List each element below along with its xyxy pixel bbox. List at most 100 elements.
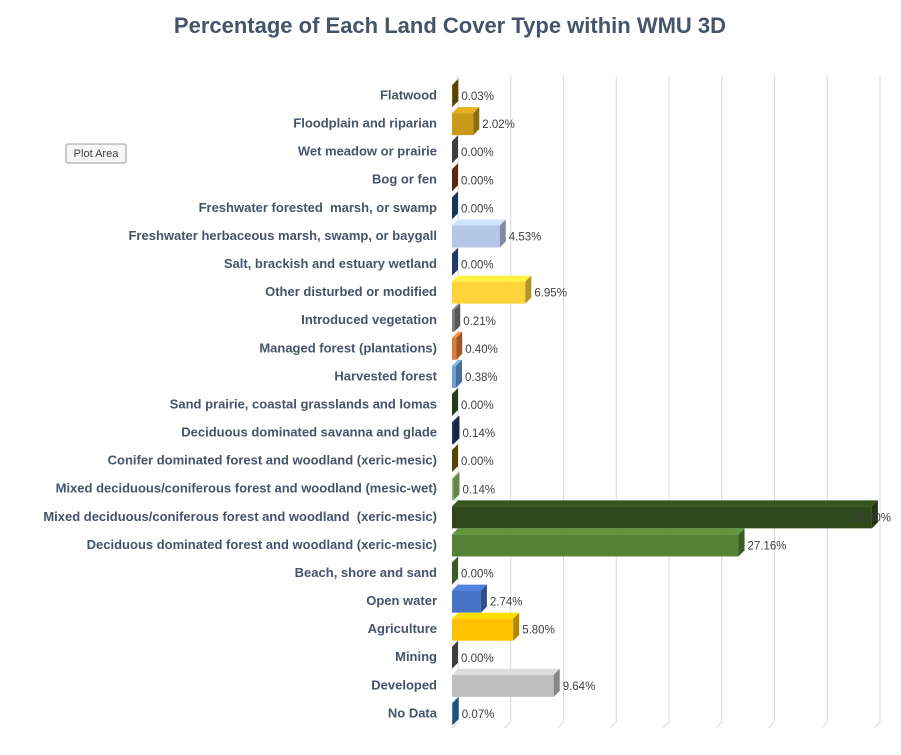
category-label: Salt, brackish and estuary wetland [224, 256, 437, 271]
bar-face [452, 275, 532, 282]
bar-face [452, 388, 458, 416]
bar [452, 79, 459, 108]
category-label: Freshwater herbaceous marsh, swamp, or b… [128, 228, 437, 243]
value-label: 0.21% [463, 316, 496, 328]
bar-face [473, 107, 480, 136]
bar-face [738, 528, 745, 557]
category-label: Mixed deciduous/coniferous forest and wo… [56, 481, 437, 496]
grid-line [557, 721, 564, 729]
bar [452, 135, 458, 164]
bar [452, 331, 463, 360]
value-label: 4.53% [509, 232, 542, 244]
bar-face [452, 225, 500, 248]
bar [452, 191, 458, 220]
bar [452, 696, 459, 725]
bar [452, 612, 520, 641]
value-label: 0.00% [461, 175, 494, 187]
value-label: 0.00% [461, 147, 494, 159]
bar-face [553, 668, 560, 697]
value-label: 9.64% [563, 681, 596, 693]
grid-line [451, 721, 459, 729]
value-label: 0.00% [461, 456, 494, 468]
grid-line [873, 721, 881, 729]
bar-face [452, 478, 454, 501]
bar-face [452, 702, 453, 725]
category-label: Open water [366, 593, 437, 608]
bar-face [452, 674, 554, 697]
tooltip-box [65, 143, 127, 164]
bar [452, 556, 458, 585]
bar-face [452, 337, 457, 360]
bar-face [452, 416, 460, 423]
value-label: 0.38% [465, 372, 498, 384]
bar-face [456, 359, 463, 388]
bar-face [513, 612, 520, 641]
grid-line [820, 721, 828, 729]
grid-line [609, 721, 617, 729]
value-label: 0.00% [461, 260, 494, 272]
category-label: Sand prairie, coastal grasslands and lom… [170, 396, 437, 411]
chart-title: Percentage of Each Land Cover Type withi… [174, 13, 726, 38]
bar [452, 500, 878, 529]
value-label: 0.40% [465, 344, 498, 356]
bar [452, 584, 487, 613]
value-label: 0.14% [462, 428, 495, 440]
bar-face [452, 191, 458, 220]
bar-face [452, 113, 474, 136]
value-label: 27.16% [748, 540, 787, 552]
bar-face [452, 365, 457, 388]
bar-face [499, 219, 506, 248]
bar-face [452, 640, 458, 669]
bar [452, 163, 458, 192]
value-label: 39.80% [852, 512, 891, 524]
bar-face [452, 163, 458, 192]
bar [452, 303, 461, 332]
bar-face [452, 696, 459, 703]
bar-face [452, 472, 460, 479]
bar [452, 359, 463, 388]
value-label: 0.00% [461, 569, 494, 581]
bar-face [452, 107, 480, 114]
value-label: 6.95% [534, 288, 567, 300]
category-label: Mixed deciduous/coniferous forest and wo… [43, 509, 437, 524]
category-label: Introduced vegetation [301, 312, 437, 327]
bar-face [452, 331, 463, 338]
bar-face [452, 534, 739, 557]
bar [452, 528, 745, 557]
bar-face [452, 219, 506, 226]
category-label: Bog or fen [372, 172, 437, 187]
category-label: Deciduous dominated forest and woodland … [87, 537, 437, 552]
bar-face [452, 79, 459, 86]
bar-face [452, 444, 458, 473]
value-label: 0.14% [462, 484, 495, 496]
bar-face [452, 359, 463, 366]
value-label: 0.00% [461, 400, 494, 412]
bar-face [452, 696, 459, 725]
bar-face [452, 281, 526, 304]
bar-face [452, 309, 455, 332]
bar-face [452, 303, 461, 310]
bar-face [453, 472, 460, 501]
value-label: 2.02% [482, 119, 515, 131]
grid-line [662, 721, 670, 729]
bar-face [452, 422, 454, 445]
category-label: Agriculture [368, 621, 437, 636]
bar-face [480, 584, 487, 613]
bar-face [452, 79, 459, 108]
value-label: 0.00% [461, 653, 494, 665]
bar-face [452, 590, 481, 613]
bar-face [452, 556, 458, 585]
bar-face [452, 247, 458, 276]
bar-face [452, 618, 514, 641]
value-label: 0.00% [461, 203, 494, 215]
category-label: Managed forest (plantations) [259, 340, 437, 355]
category-label: Conifer dominated forest and woodland (x… [108, 453, 437, 468]
bar-face [452, 500, 878, 507]
category-label: Floodplain and riparian [293, 116, 437, 131]
bar [452, 219, 506, 248]
grid-line [768, 721, 775, 729]
bar-face [452, 135, 458, 164]
bar [452, 668, 560, 697]
